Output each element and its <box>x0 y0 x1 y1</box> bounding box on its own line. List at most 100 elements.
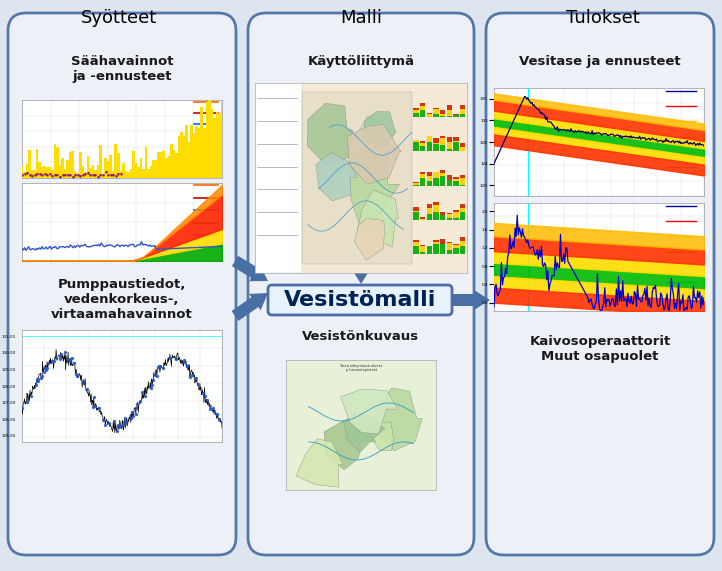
Point <box>187 371 199 380</box>
Point <box>89 401 100 411</box>
Bar <box>440 244 445 254</box>
Point <box>134 397 146 406</box>
Point <box>170 355 182 364</box>
Bar <box>447 137 452 142</box>
Bar <box>433 244 439 254</box>
FancyArrow shape <box>590 223 610 253</box>
FancyBboxPatch shape <box>268 285 452 315</box>
Bar <box>440 116 445 117</box>
Point <box>192 379 204 388</box>
Bar <box>414 246 419 254</box>
Bar <box>427 204 432 208</box>
Point <box>40 365 52 374</box>
Bar <box>21 166 23 178</box>
Point <box>81 384 92 393</box>
FancyArrow shape <box>232 293 268 321</box>
Point <box>214 415 225 424</box>
Bar <box>414 211 419 212</box>
Bar <box>453 115 458 117</box>
Point <box>70 369 82 378</box>
Point <box>180 357 191 367</box>
Point <box>36 372 48 381</box>
Point <box>66 353 77 363</box>
Bar <box>84 172 87 178</box>
Bar <box>414 108 419 110</box>
Point <box>97 415 109 424</box>
Bar <box>48 167 51 178</box>
Text: Vesitase ja ennusteet: Vesitase ja ennusteet <box>519 55 681 68</box>
Point <box>208 404 219 413</box>
Bar <box>211 108 213 178</box>
Bar <box>201 107 203 178</box>
Point <box>182 361 193 371</box>
Bar <box>64 169 66 178</box>
Bar <box>66 160 69 178</box>
Polygon shape <box>375 388 422 451</box>
Polygon shape <box>355 218 385 260</box>
Bar <box>208 83 211 178</box>
Point <box>147 380 158 389</box>
Bar <box>460 246 466 254</box>
Point <box>147 375 159 384</box>
Bar <box>94 170 97 178</box>
Bar <box>460 178 466 185</box>
Bar <box>152 160 155 178</box>
Bar <box>460 175 466 178</box>
Bar <box>38 162 41 178</box>
Bar <box>414 207 419 211</box>
Polygon shape <box>324 420 375 470</box>
Point <box>112 421 123 430</box>
Bar <box>155 160 157 178</box>
Bar <box>87 156 89 178</box>
Point <box>35 373 47 383</box>
Bar <box>427 176 432 181</box>
Bar <box>162 151 165 178</box>
Bar <box>203 128 206 178</box>
Bar <box>460 185 466 186</box>
FancyArrow shape <box>351 286 371 312</box>
Bar <box>53 144 56 178</box>
Bar <box>453 178 458 179</box>
Point <box>40 364 52 373</box>
Point <box>77 378 88 387</box>
Text: Tässä näkymässä alueet
ja havaintopisteet: Tässä näkymässä alueet ja havaintopistee… <box>339 364 383 372</box>
Bar <box>97 164 99 178</box>
Point <box>62 355 74 364</box>
FancyArrow shape <box>351 216 371 284</box>
Polygon shape <box>363 111 396 146</box>
Polygon shape <box>347 150 399 229</box>
Point <box>131 400 143 409</box>
Point <box>111 427 123 436</box>
Bar <box>193 133 196 178</box>
Point <box>212 409 223 419</box>
Point <box>100 420 111 429</box>
Bar <box>414 140 419 142</box>
Bar <box>420 252 425 254</box>
Bar <box>433 212 439 220</box>
Bar <box>175 152 178 178</box>
Point <box>115 421 126 431</box>
Bar <box>420 218 425 219</box>
Bar <box>102 174 104 178</box>
Point <box>16 404 27 413</box>
Bar <box>137 167 140 178</box>
Bar <box>460 109 466 114</box>
Bar <box>414 212 419 220</box>
Bar <box>414 185 419 186</box>
Point <box>204 401 216 411</box>
Bar <box>447 213 452 214</box>
Bar <box>433 242 439 244</box>
Point <box>25 391 37 400</box>
Point <box>87 403 99 412</box>
Bar <box>420 178 425 186</box>
Point <box>108 416 120 425</box>
Point <box>69 358 80 367</box>
Bar <box>433 114 439 117</box>
Bar <box>56 147 58 178</box>
Point <box>59 348 71 357</box>
Bar <box>173 151 175 178</box>
Bar <box>440 176 445 186</box>
Bar <box>420 110 425 117</box>
Bar <box>460 208 466 212</box>
Bar <box>420 141 425 143</box>
